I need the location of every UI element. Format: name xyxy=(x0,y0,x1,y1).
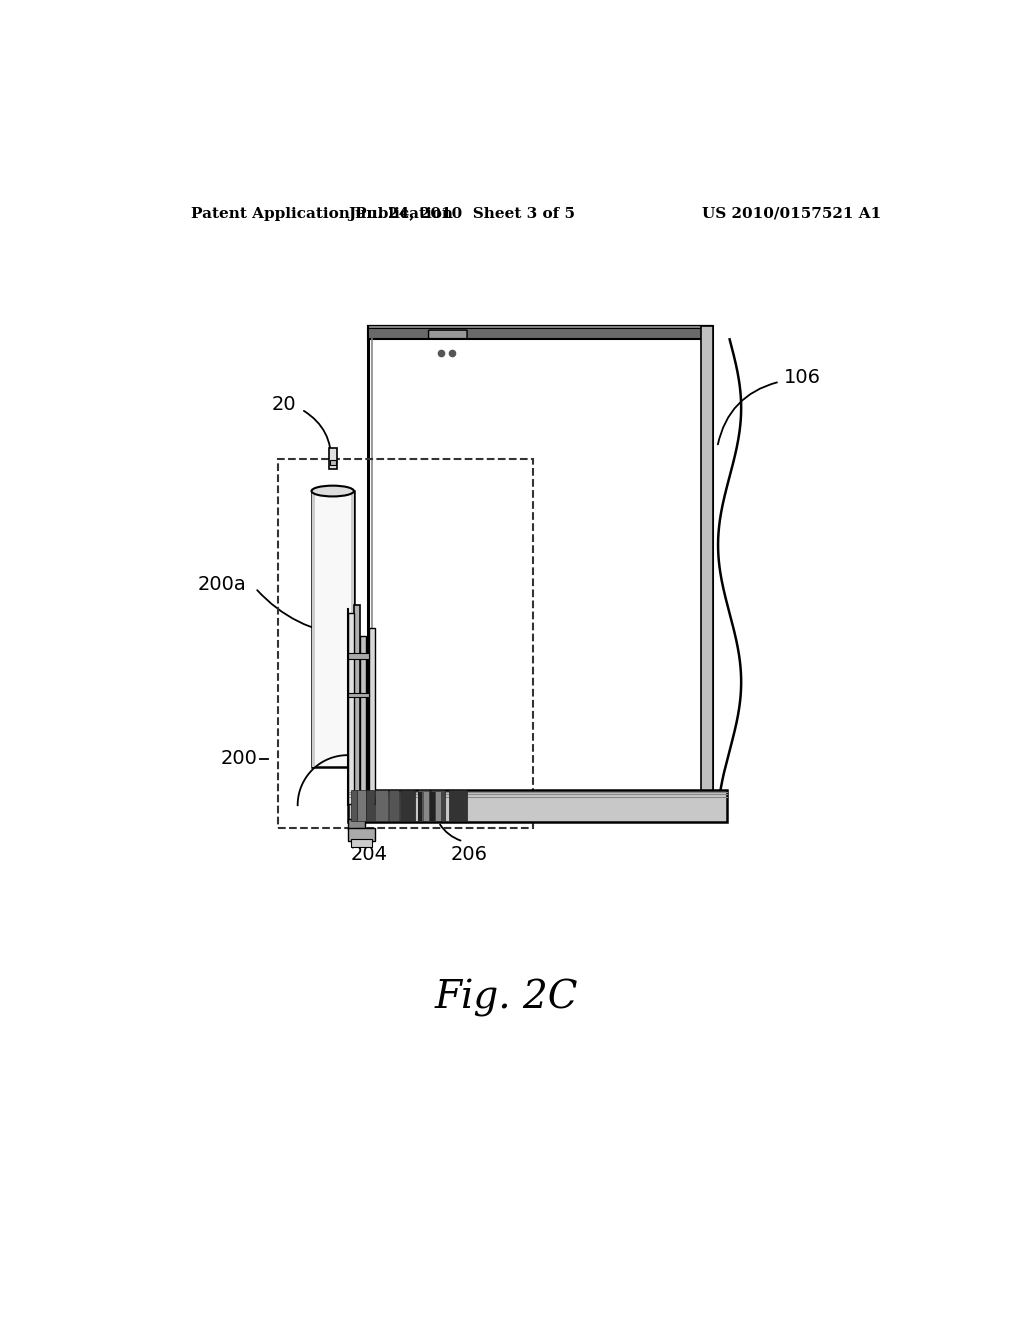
Bar xyxy=(418,792,422,821)
Text: 20: 20 xyxy=(271,395,296,414)
Text: Patent Application Publication: Patent Application Publication xyxy=(190,207,453,220)
Bar xyxy=(368,814,712,818)
Bar xyxy=(368,326,712,818)
Bar xyxy=(348,818,365,830)
Bar xyxy=(348,653,370,659)
Bar xyxy=(360,636,367,797)
Bar xyxy=(348,789,727,822)
Bar xyxy=(367,789,374,821)
Bar xyxy=(311,491,314,767)
Bar xyxy=(351,491,354,767)
Bar xyxy=(351,840,373,847)
Bar xyxy=(311,491,354,767)
Bar xyxy=(424,792,429,821)
Bar xyxy=(348,693,370,697)
Bar xyxy=(418,789,429,821)
Bar xyxy=(389,789,398,821)
Bar xyxy=(376,789,388,821)
Bar xyxy=(354,829,365,836)
Bar xyxy=(348,828,375,841)
Bar xyxy=(370,628,376,804)
Bar xyxy=(430,792,435,821)
Text: 206: 206 xyxy=(451,845,487,865)
Bar xyxy=(351,789,357,821)
Text: Jun. 24, 2010  Sheet 3 of 5: Jun. 24, 2010 Sheet 3 of 5 xyxy=(348,207,575,220)
Bar xyxy=(368,326,712,339)
Bar xyxy=(368,326,712,327)
Text: 106: 106 xyxy=(783,368,820,387)
Text: US 2010/0157521 A1: US 2010/0157521 A1 xyxy=(701,207,881,220)
Bar xyxy=(400,789,416,821)
FancyBboxPatch shape xyxy=(429,330,467,339)
Bar xyxy=(354,605,360,805)
Bar xyxy=(431,789,444,821)
Bar xyxy=(436,792,441,821)
Text: 200: 200 xyxy=(221,750,258,768)
Text: 200a: 200a xyxy=(198,574,246,594)
Text: 204: 204 xyxy=(351,845,388,865)
Bar xyxy=(449,789,467,821)
Bar xyxy=(330,461,336,465)
Text: Fig. 2C: Fig. 2C xyxy=(434,978,579,1016)
Bar xyxy=(279,459,532,829)
Ellipse shape xyxy=(311,486,354,496)
Bar xyxy=(701,326,714,818)
Bar xyxy=(357,789,367,821)
Bar xyxy=(348,612,354,804)
Bar xyxy=(329,447,337,470)
